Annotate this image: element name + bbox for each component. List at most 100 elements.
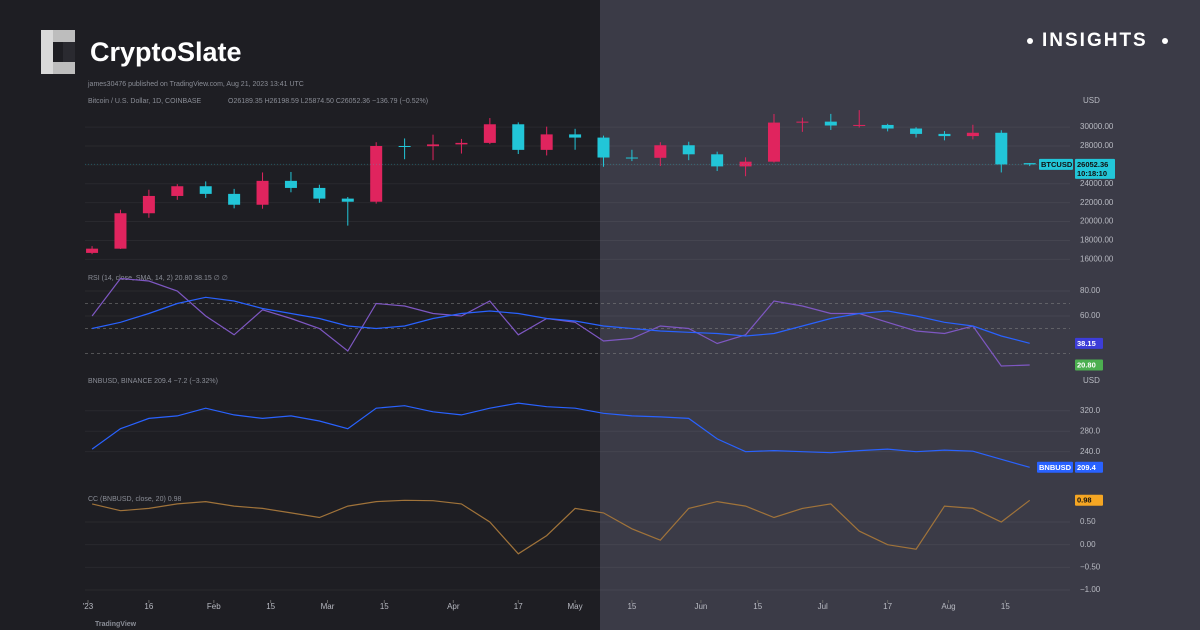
candle-body	[796, 121, 809, 123]
candle-body	[142, 195, 155, 214]
candle-body	[767, 122, 780, 162]
right-panel	[600, 0, 1200, 630]
series-price: 38.15	[1077, 339, 1096, 348]
x-tick-label: 17	[883, 602, 892, 611]
series-price-box	[1075, 494, 1103, 506]
series-price-box	[1075, 359, 1103, 371]
candle-body	[881, 124, 894, 129]
candle-body	[910, 128, 923, 134]
currency: USD	[1083, 376, 1100, 385]
candle-body	[739, 161, 752, 167]
candle-body	[171, 186, 184, 196]
x-tick-label: Jul	[818, 602, 828, 611]
y-tick-label: 18000.00	[1080, 236, 1114, 245]
y-tick-label: 240.0	[1080, 447, 1101, 456]
x-tick-label: May	[568, 602, 583, 611]
x-tick-label: Feb	[207, 602, 221, 611]
series-price-box	[1075, 337, 1103, 349]
x-tick-label: '23	[83, 602, 94, 611]
pane-title: Bitcoin / U.S. Dollar, 1D, COINBASE	[88, 98, 202, 105]
candle-body	[654, 145, 667, 158]
candle-body	[228, 193, 241, 205]
x-tick-label: Jun	[694, 602, 707, 611]
series-line	[91, 402, 1030, 468]
candle-body	[284, 180, 297, 188]
candle-body	[597, 137, 610, 158]
x-tick-label: 15	[380, 602, 389, 611]
candle-body	[199, 186, 212, 194]
candle-body	[512, 124, 525, 150]
insights-tag: INSIGHTS	[1042, 30, 1148, 51]
y-tick-label: 24000.00	[1080, 179, 1114, 188]
candle-body	[711, 154, 724, 167]
series-line	[91, 296, 1030, 344]
x-tick-label: 15	[753, 602, 762, 611]
last-price: 26052.36	[1077, 160, 1108, 169]
tag-dot	[1162, 38, 1168, 44]
footer-brand: TradingView	[95, 621, 137, 628]
series-line	[91, 499, 1031, 555]
y-tick-label: −1.00	[1080, 585, 1101, 594]
brand: CryptoSlate	[90, 37, 242, 67]
candle-body	[427, 144, 440, 147]
currency: USD	[1083, 96, 1100, 105]
y-tick-label: 320.0	[1080, 406, 1101, 415]
candle-body	[682, 145, 695, 155]
last-name: BTCUSD	[1041, 160, 1073, 169]
candle-body	[455, 142, 468, 145]
pane-title: RSI (14, close, SMA, 14, 2) 20.80 38.15 …	[88, 275, 228, 282]
y-tick-label: 22000.00	[1080, 198, 1114, 207]
series-name-box	[1037, 461, 1073, 473]
last-name-box	[1039, 158, 1073, 170]
x-tick-label: 15	[266, 602, 275, 611]
y-tick-label: 60.00	[1080, 311, 1101, 320]
y-tick-label: −0.50	[1080, 562, 1101, 571]
countdown: 10:18:10	[1077, 169, 1107, 178]
candle-body	[313, 187, 326, 199]
series-line	[91, 277, 1030, 367]
x-tick-label: 17	[514, 602, 523, 611]
last-price-box	[1075, 158, 1115, 170]
candle-body	[370, 146, 383, 202]
candle-body	[114, 213, 127, 249]
candle-body	[625, 157, 638, 159]
y-tick-label: 0.50	[1080, 517, 1096, 526]
pane-subtitle: O26189.35 H26198.59 L25874.50 C26052.36 …	[228, 98, 428, 105]
candle-body	[824, 121, 837, 126]
candle-body	[1023, 163, 1036, 165]
pane-title: BNBUSD, BINANCE 209.4 −7.2 (−3.32%)	[88, 378, 218, 385]
candle-body	[853, 124, 866, 126]
series-price: 20.80	[1077, 360, 1096, 369]
y-tick-label: 280.0	[1080, 426, 1101, 435]
series-price: 0.98	[1077, 496, 1092, 505]
y-tick-label: 0.00	[1080, 540, 1096, 549]
candle-body	[256, 180, 269, 205]
y-tick-label: 30000.00	[1080, 122, 1114, 131]
candle-body	[341, 198, 354, 202]
candle-body	[483, 124, 496, 143]
candle-body	[966, 132, 979, 137]
candle-body	[569, 134, 582, 138]
candle-body	[995, 132, 1008, 165]
x-tick-label: 16	[144, 602, 153, 611]
candle-body	[938, 133, 951, 137]
countdown-box	[1075, 167, 1115, 179]
series-name: BNBUSD	[1039, 463, 1072, 472]
y-tick-label: 20000.00	[1080, 217, 1114, 226]
y-tick-label: 28000.00	[1080, 141, 1114, 150]
candle-body	[398, 146, 411, 147]
series-price-box	[1075, 461, 1103, 473]
y-tick-label: 80.00	[1080, 286, 1101, 295]
pane-title: CC (BNBUSD, close, 20) 0.98	[88, 496, 181, 503]
x-tick-label: Mar	[321, 602, 335, 611]
candle-body	[86, 248, 99, 253]
y-tick-label: 16000.00	[1080, 254, 1114, 263]
series-price: 209.4	[1077, 463, 1097, 472]
x-tick-label: Aug	[941, 602, 955, 611]
attribution: james30476 published on TradingView.com,…	[87, 81, 304, 88]
candle-body	[540, 134, 553, 150]
tag-dot	[1027, 38, 1033, 44]
x-tick-label: Apr	[447, 602, 460, 611]
